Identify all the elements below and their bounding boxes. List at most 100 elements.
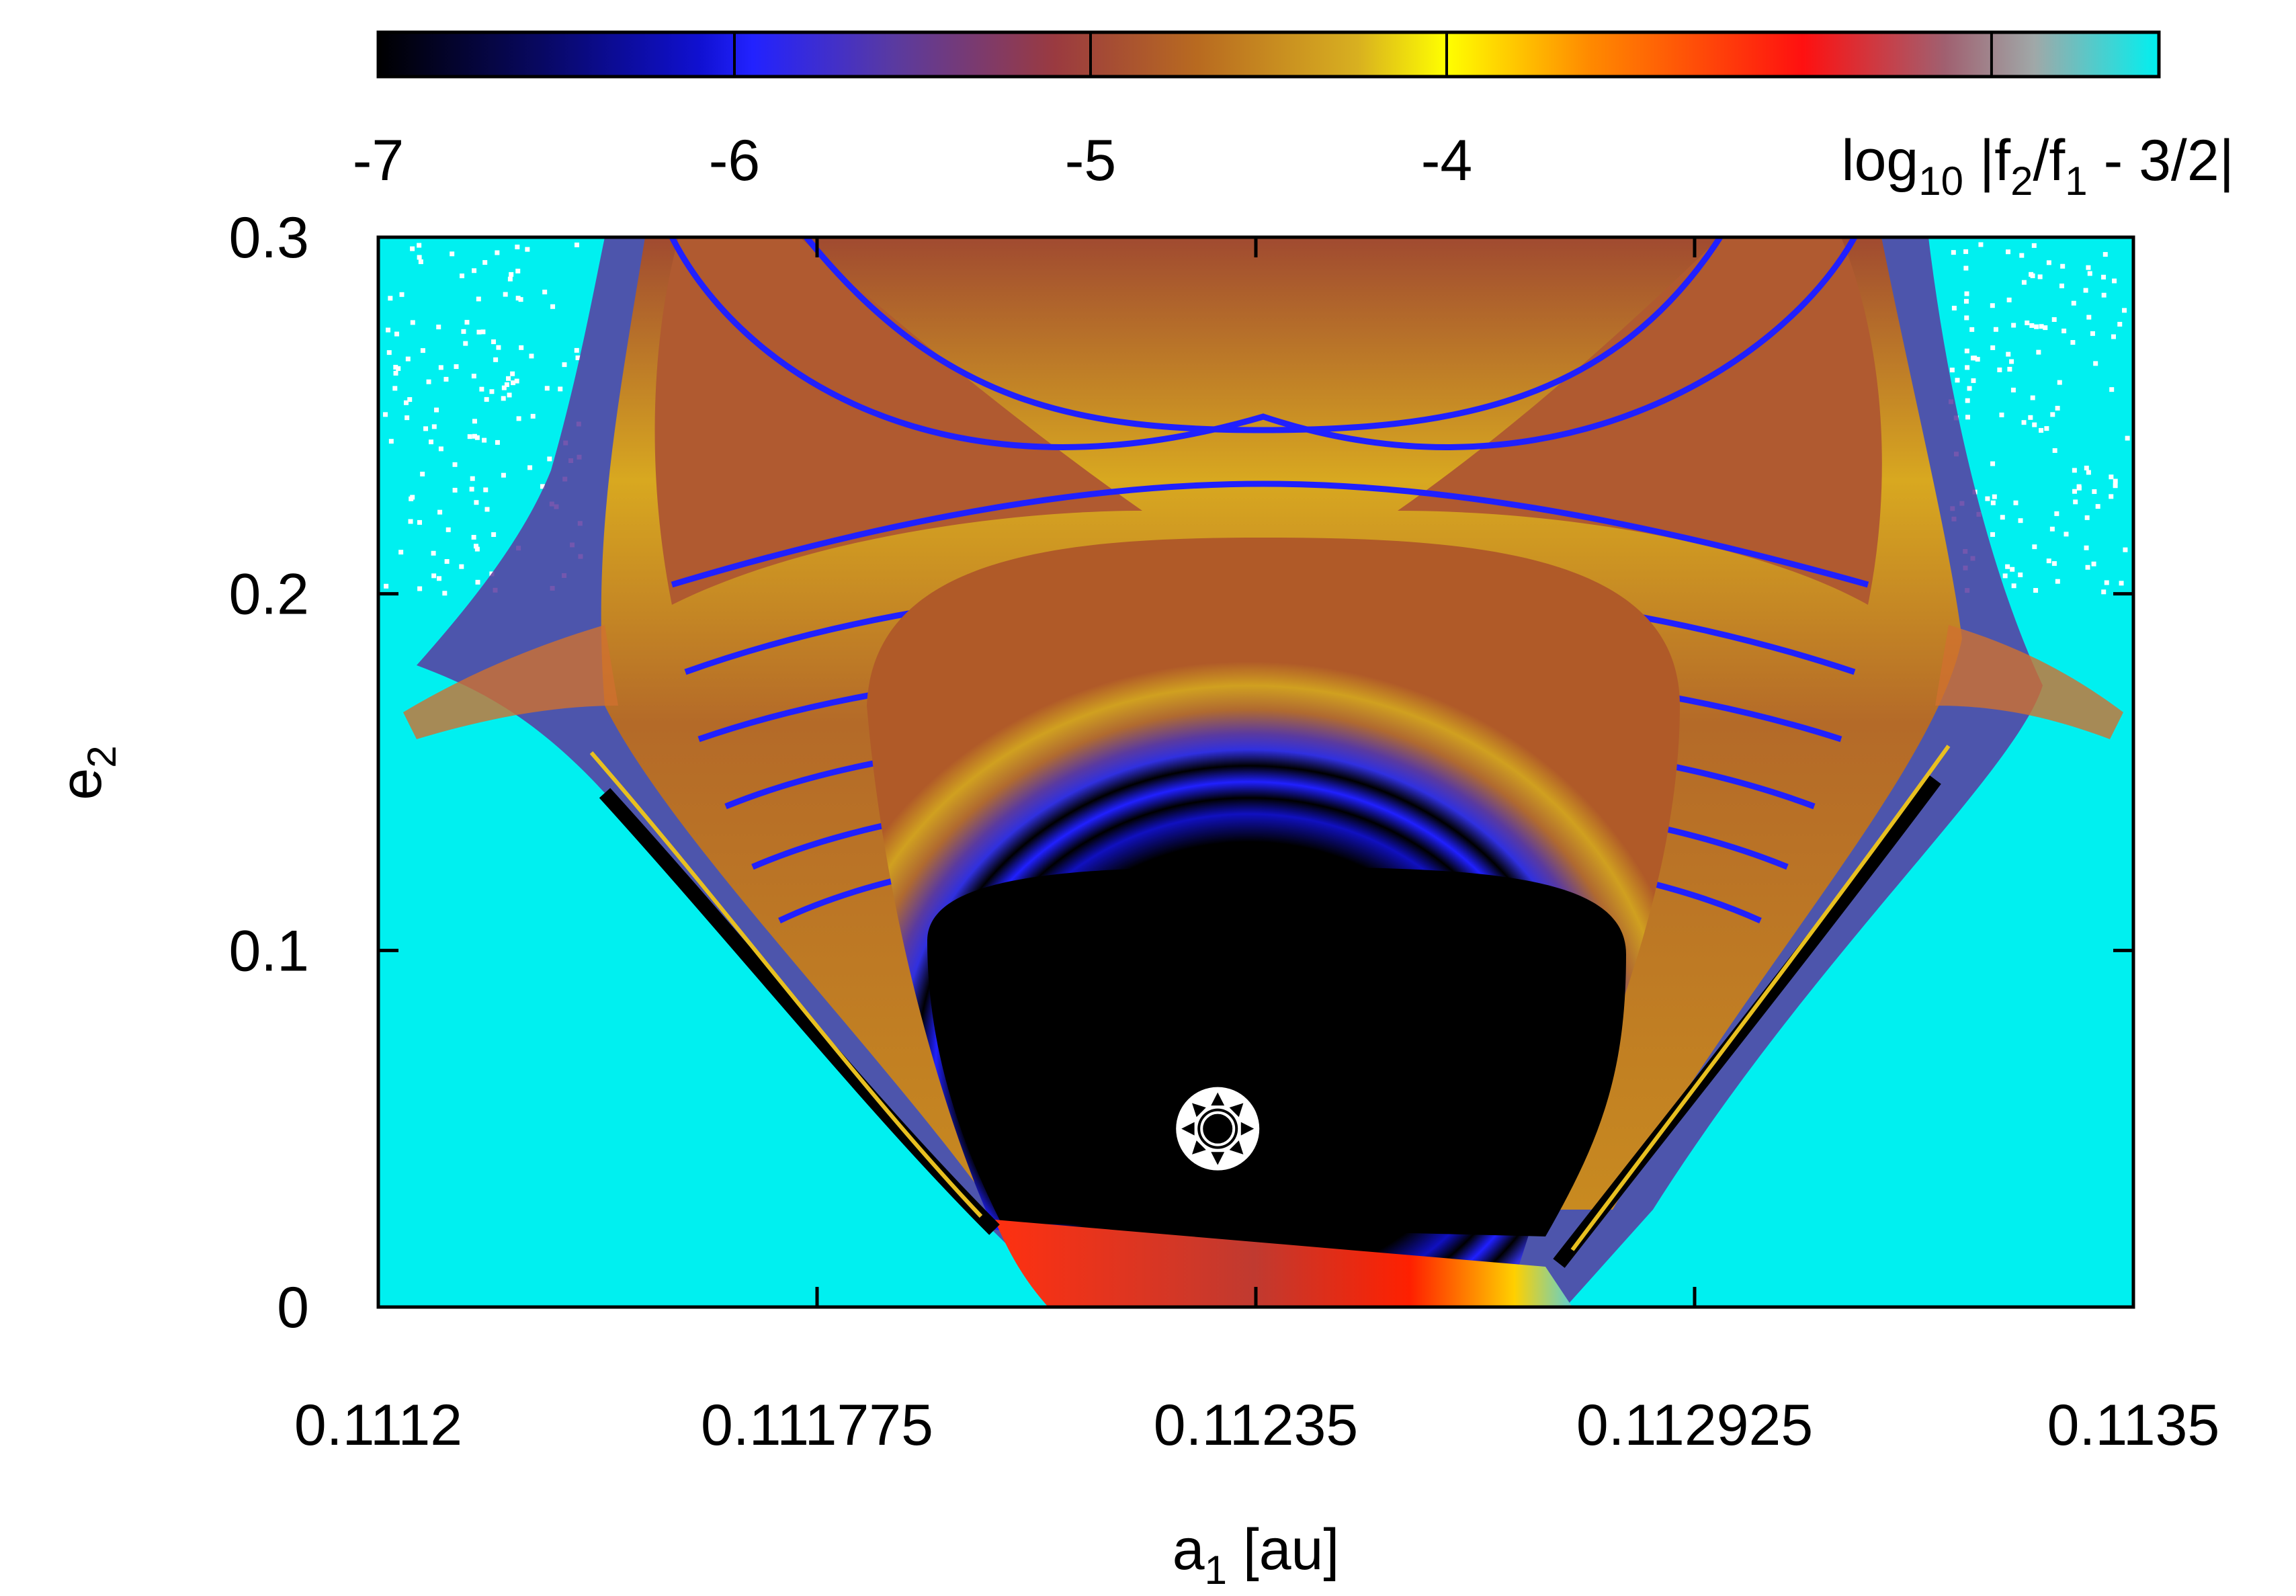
noise-dot <box>2025 320 2030 325</box>
noise-dot <box>507 276 513 282</box>
noise-dot <box>2044 426 2049 431</box>
noise-dot <box>1993 327 1998 332</box>
noise-dot <box>550 304 556 309</box>
noise-dot <box>1997 367 2002 372</box>
noise-dot <box>1990 500 1996 505</box>
noise-dot <box>473 544 478 549</box>
marker-ray <box>1211 1152 1225 1165</box>
noise-dot <box>489 389 495 394</box>
noise-dot <box>472 419 477 424</box>
noise-dot <box>2113 483 2118 489</box>
noise-dot <box>2000 515 2005 520</box>
noise-dot <box>461 329 466 334</box>
noise-dot <box>423 426 429 431</box>
noise-dot <box>2087 271 2092 276</box>
noise-dot <box>2061 328 2067 333</box>
noise-dot <box>507 392 512 398</box>
y-tick-label: 0.3 <box>228 206 309 270</box>
noise-dot <box>2029 271 2034 277</box>
noise-dot <box>1964 291 1969 296</box>
noise-dot <box>2071 300 2076 306</box>
noise-dot <box>2009 359 2014 364</box>
colorbar-tick-label: -4 <box>1421 128 1472 193</box>
noise-dot <box>410 495 415 500</box>
noise-dot <box>418 259 423 265</box>
noise-dot <box>408 519 413 524</box>
noise-dot <box>450 251 455 257</box>
heatmap <box>378 237 2133 1307</box>
noise-dot <box>410 246 415 251</box>
noise-dot <box>2084 465 2089 470</box>
x-tick-label: 0.1135 <box>2047 1393 2220 1458</box>
x-tick-label: 0.111775 <box>701 1393 933 1458</box>
noise-dot <box>2072 468 2077 473</box>
noise-dot <box>519 345 524 350</box>
noise-dot <box>469 487 474 492</box>
noise-dot <box>471 534 476 540</box>
noise-dot <box>2021 280 2027 285</box>
noise-dot <box>476 296 481 302</box>
x-tick-label: 0.112925 <box>1576 1393 1813 1458</box>
noise-dot <box>491 339 497 345</box>
noise-dot <box>2084 545 2089 550</box>
noise-dot <box>1992 494 1997 499</box>
stable-core-inner <box>927 867 1626 1236</box>
noise-dot <box>438 365 443 370</box>
noise-dot <box>2002 573 2008 579</box>
noise-dot <box>2119 581 2124 586</box>
y-tick-label: 0.2 <box>228 562 309 627</box>
noise-dot <box>2064 532 2069 537</box>
noise-dot <box>2052 448 2057 453</box>
noise-dot <box>2018 572 2023 577</box>
noise-dot <box>1985 496 1990 501</box>
noise-dot <box>2123 547 2128 552</box>
noise-dot <box>511 380 516 386</box>
noise-dot <box>480 329 486 335</box>
noise-dot <box>2011 323 2016 328</box>
noise-dot <box>470 476 475 481</box>
noise-dot <box>2032 422 2037 427</box>
noise-dot <box>2076 484 2082 489</box>
noise-dot <box>393 370 398 376</box>
noise-dot <box>388 439 394 444</box>
colorbar-tick-label: -6 <box>709 128 760 193</box>
marker-ray <box>1240 1122 1255 1136</box>
noise-dot <box>1972 355 1978 361</box>
noise-dot <box>1990 345 1996 350</box>
y-tick-label: 0.1 <box>228 919 309 983</box>
noise-dot <box>1965 398 1970 403</box>
noise-dot <box>529 353 534 359</box>
noise-dot <box>2039 427 2044 433</box>
noise-dot <box>2055 405 2060 411</box>
marker-ray <box>1211 1092 1225 1106</box>
noise-dot <box>392 386 398 391</box>
noise-dot <box>2101 292 2107 298</box>
noise-dot <box>467 434 472 439</box>
y-tick-label: 0 <box>277 1275 309 1340</box>
noise-dot <box>2021 420 2027 425</box>
noise-dot <box>437 509 443 515</box>
resonance-band <box>671 480 1869 588</box>
noise-dot <box>515 296 521 301</box>
noise-dot <box>575 355 581 360</box>
noise-dot <box>384 583 389 589</box>
noise-dot <box>2028 415 2033 420</box>
noise-dot <box>544 386 550 391</box>
noise-dot <box>417 255 422 260</box>
noise-dot <box>2086 470 2091 475</box>
noise-dot <box>2032 544 2037 550</box>
noise-dot <box>482 437 487 443</box>
noise-dot <box>1990 461 1996 466</box>
noise-dot <box>2037 274 2043 280</box>
noise-dot <box>1978 242 1984 247</box>
noise-dot <box>2090 331 2095 336</box>
noise-dot <box>2033 588 2039 593</box>
sun-marker <box>1176 1087 1260 1171</box>
chaotic-edge-left <box>403 625 618 739</box>
noise-dot <box>2010 387 2016 392</box>
noise-dot <box>399 292 405 297</box>
noise-dot <box>2092 489 2097 495</box>
colorbar-tick-label: -7 <box>353 128 404 193</box>
noise-dot <box>438 446 443 452</box>
